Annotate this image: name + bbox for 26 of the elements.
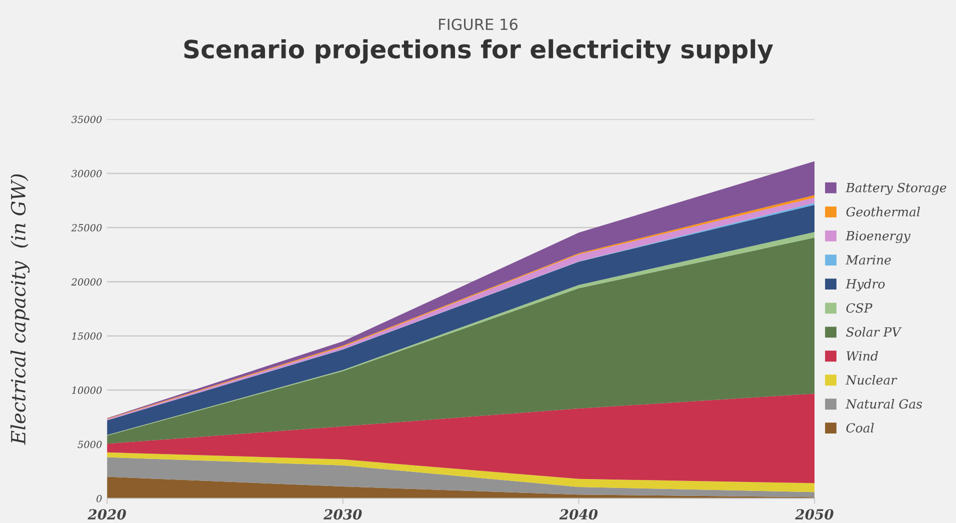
y-tick-label: 25000 [71,224,102,232]
legend-label: Marine [846,255,891,265]
y-tick-label: 20000 [71,278,102,286]
x-tick-label: 2040 [559,509,598,520]
legend-label: Nuclear [846,374,898,385]
legend-label: Solar PV [846,327,902,337]
legend-label: Coal [846,422,874,433]
legend-label: Geothermal [846,206,920,216]
y-tick-label: 15000 [72,332,102,340]
y-tick-label: 5000 [78,440,102,448]
x-tick-label: 2030 [323,509,362,520]
y-tick-label: 30000 [71,170,102,178]
y-tick-label: 35000 [71,116,102,124]
legend-label: Natural Gas [846,398,922,409]
x-tick-label: 2020 [88,509,126,520]
legend-label: Battery Storage [846,182,946,195]
y-tick-label: 10000 [72,386,102,394]
legend-label: CSP [846,303,872,313]
chart-title: Scenario projections for electricity supply [184,39,774,64]
chart-subtitle: FIGURE 16 [439,18,518,30]
y-tick-label: 0 [96,494,102,502]
legend-label: Wind [846,350,878,361]
legend-label: Bioenergy [846,231,910,244]
x-tick-label: 2050 [795,509,834,520]
y-axis-title: Electrical capacity (in GW) [10,174,30,445]
legend-label: Hydro [846,278,885,292]
